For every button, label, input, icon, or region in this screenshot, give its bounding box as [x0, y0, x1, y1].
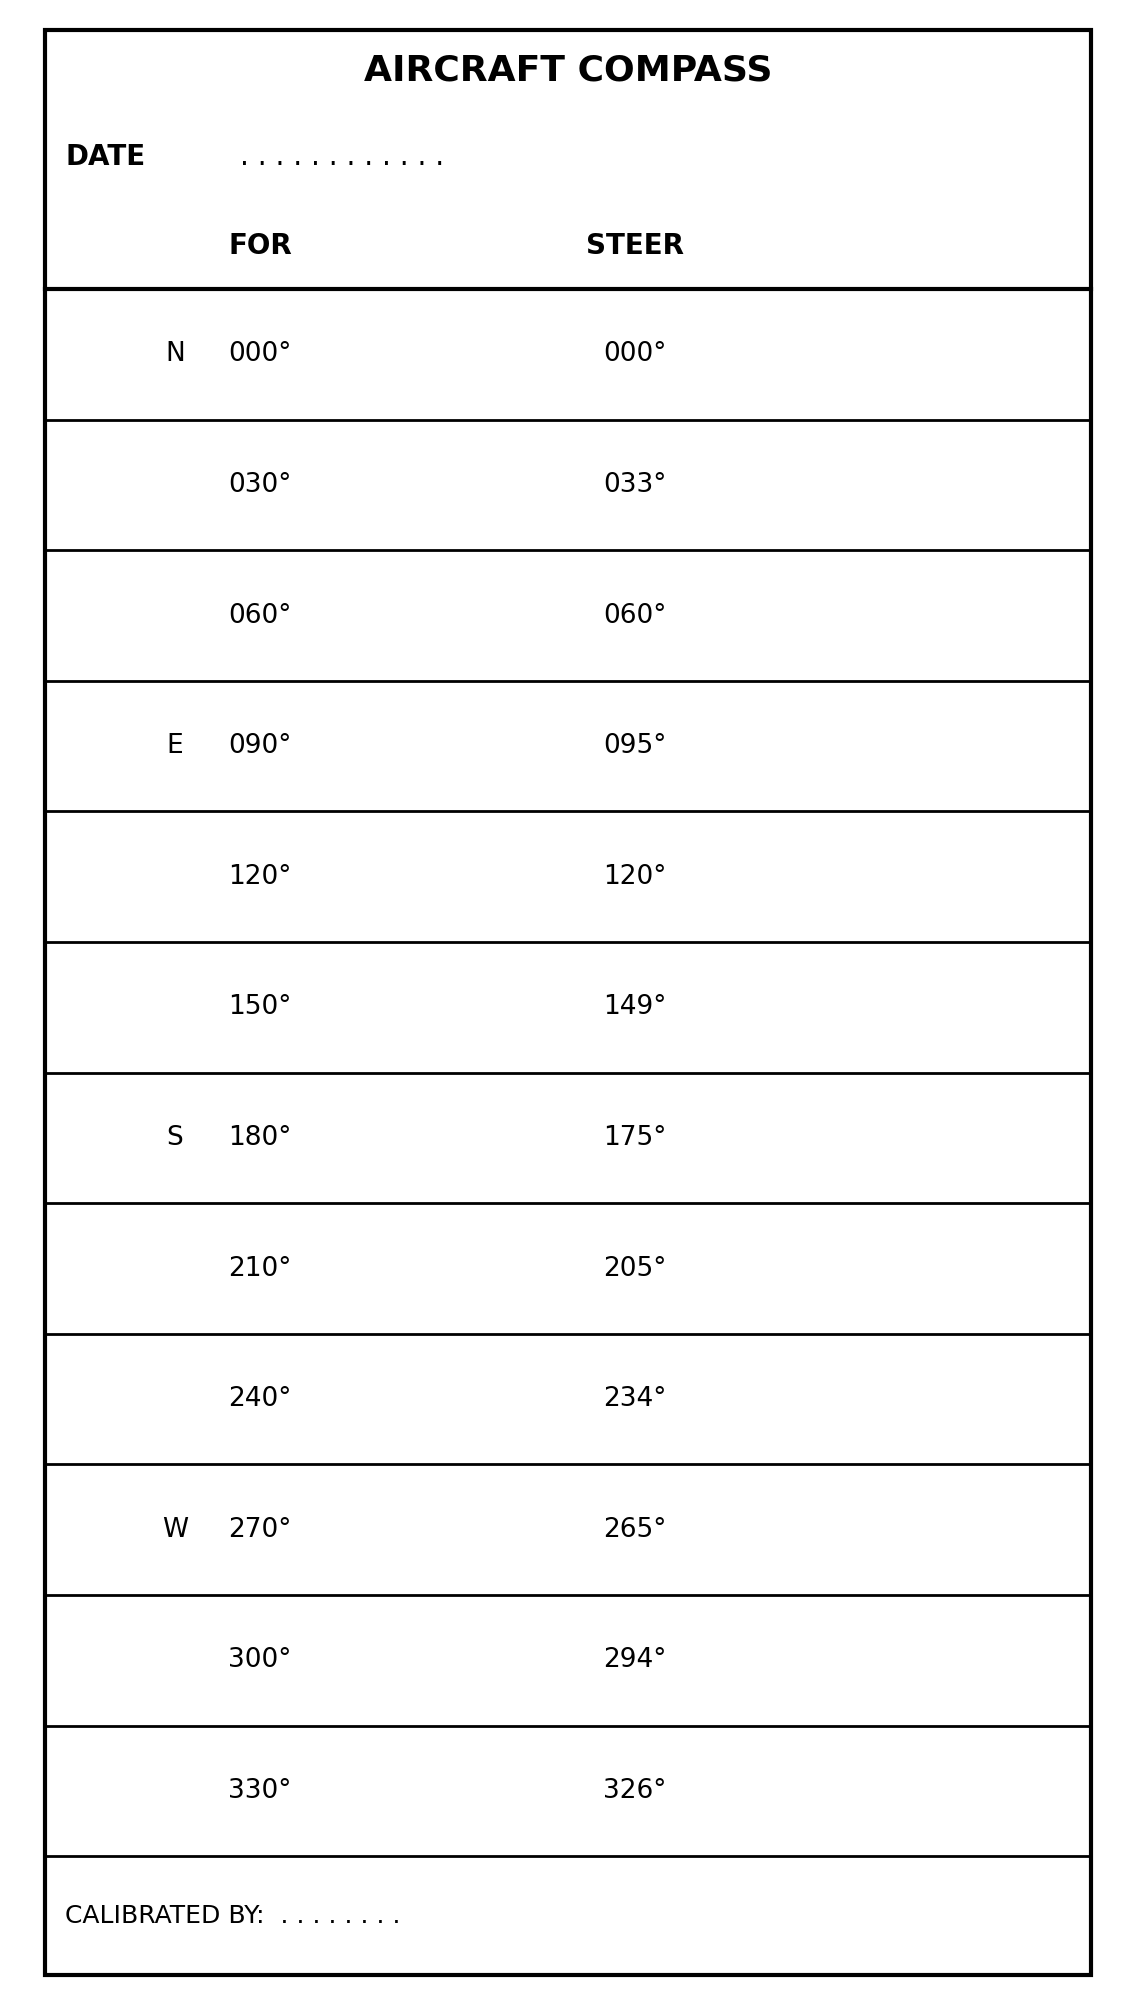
Text: 205°: 205° — [603, 1255, 667, 1281]
Text: 030°: 030° — [228, 471, 292, 497]
Text: 000°: 000° — [228, 341, 292, 367]
Text: DATE: DATE — [65, 142, 145, 170]
Text: 210°: 210° — [228, 1255, 292, 1281]
Text: AIRCRAFT COMPASS: AIRCRAFT COMPASS — [364, 54, 772, 88]
Text: 270°: 270° — [228, 1516, 292, 1542]
Text: S: S — [167, 1125, 183, 1151]
Text: 000°: 000° — [603, 341, 667, 367]
Text: 120°: 120° — [603, 864, 667, 890]
Text: STEER: STEER — [586, 233, 684, 261]
Text: 060°: 060° — [228, 604, 292, 628]
Text: 265°: 265° — [603, 1516, 667, 1542]
Text: CALIBRATED BY:  . . . . . . . .: CALIBRATED BY: . . . . . . . . — [65, 1903, 401, 1927]
Text: 095°: 095° — [603, 734, 667, 760]
Text: 180°: 180° — [228, 1125, 292, 1151]
Text: N: N — [165, 341, 185, 367]
Text: 326°: 326° — [603, 1778, 667, 1804]
Text: 175°: 175° — [603, 1125, 667, 1151]
Text: 330°: 330° — [228, 1778, 292, 1804]
Text: 150°: 150° — [228, 994, 292, 1021]
Text: 300°: 300° — [228, 1648, 292, 1674]
Text: 120°: 120° — [228, 864, 292, 890]
Text: 149°: 149° — [603, 994, 667, 1021]
Text: 090°: 090° — [228, 734, 292, 760]
Text: 294°: 294° — [603, 1648, 667, 1674]
Text: . . . . . . . . . . . .: . . . . . . . . . . . . — [240, 142, 444, 170]
Text: FOR: FOR — [228, 233, 292, 261]
Text: 060°: 060° — [603, 604, 667, 628]
Text: 234°: 234° — [603, 1385, 667, 1412]
Text: 240°: 240° — [228, 1385, 292, 1412]
Text: 033°: 033° — [603, 471, 667, 497]
Text: E: E — [167, 734, 183, 760]
Text: W: W — [162, 1516, 189, 1542]
